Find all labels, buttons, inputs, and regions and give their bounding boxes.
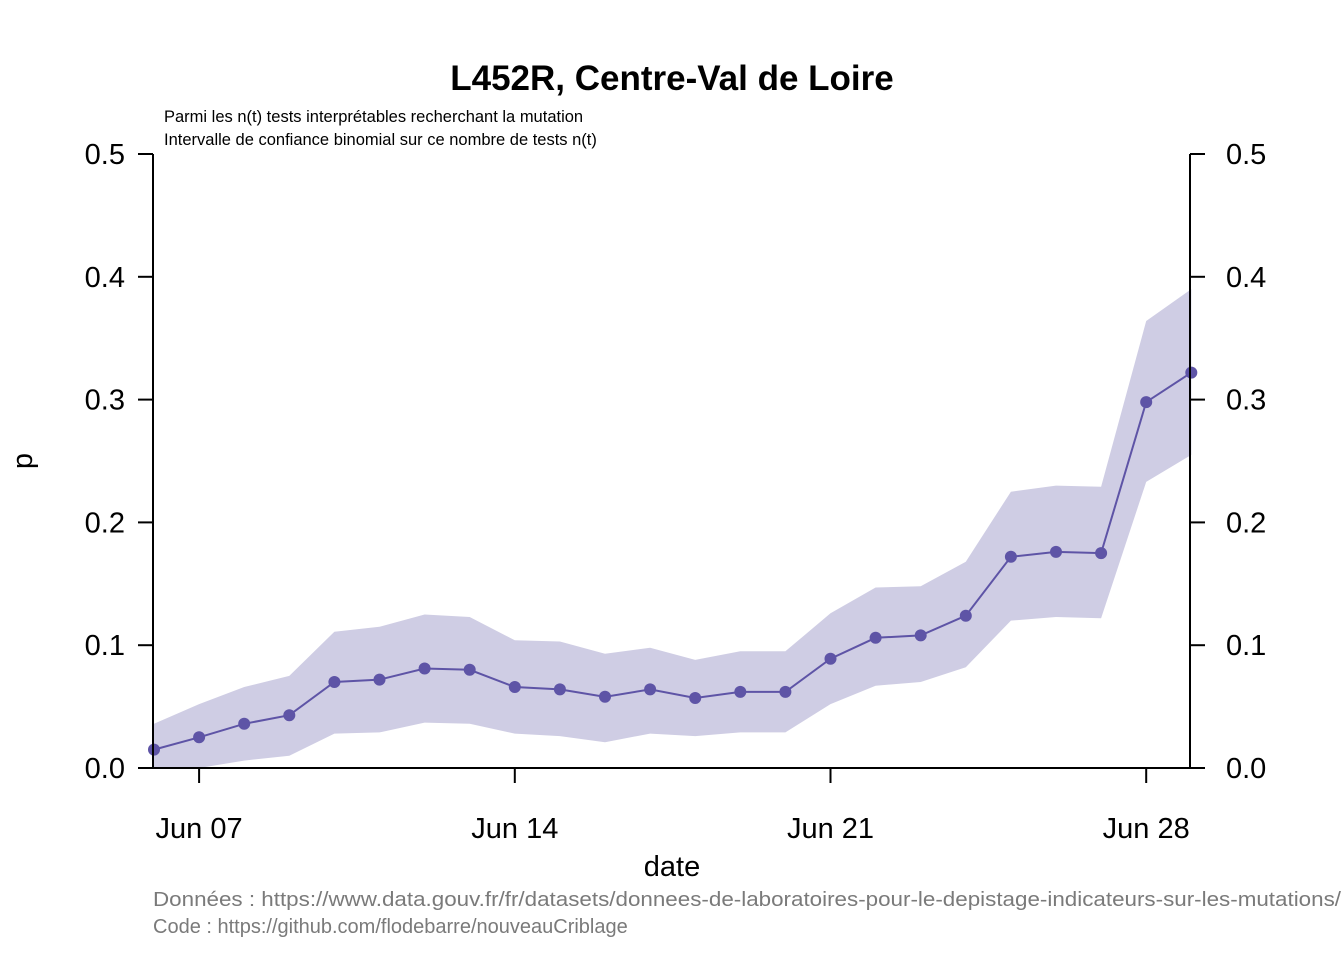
y-tick-label-right: 0.1 [1226,630,1266,662]
y-tick-label-right: 0.4 [1226,262,1266,294]
data-point [644,683,657,696]
data-point [373,673,386,686]
data-point [418,662,431,675]
x-tick-label: Jun 14 [471,813,558,845]
confidence-band [154,289,1192,768]
data-point [193,731,206,744]
data-point [508,681,521,693]
data-point [1140,396,1153,409]
data-point [734,685,747,698]
data-point [914,629,927,642]
x-tick-label: Jun 21 [787,813,874,845]
y-axis-label: p [7,453,39,469]
code-source-caption: Code : https://github.com/flodebarre/nou… [153,916,628,938]
data-point [824,652,837,665]
data-point [869,631,882,644]
data-point [959,609,972,622]
y-tick-label-left: 0.0 [85,753,125,785]
data-point [1004,550,1017,563]
data-point [1050,545,1062,558]
chart-title: L452R, Centre-Val de Loire [450,59,893,98]
data-point [238,717,251,730]
data-point [779,685,792,698]
y-tick-label-left: 0.3 [85,385,125,417]
data-point [689,692,702,704]
y-tick-label-left: 0.4 [85,262,125,294]
y-tick-label-right: 0.3 [1226,385,1266,417]
y-tick-label-left: 0.5 [85,139,125,171]
x-tick-label: Jun 28 [1103,813,1190,845]
data-point [553,683,566,696]
data-point [463,663,476,676]
data-point [1185,366,1198,379]
data-point [1095,547,1108,560]
y-tick-label-right: 0.0 [1226,753,1266,785]
data-source-caption: Données : https://www.data.gouv.fr/fr/da… [153,889,1341,911]
data-point [283,709,296,722]
y-tick-label-right: 0.5 [1226,139,1266,171]
x-tick-label: Jun 07 [156,813,243,845]
chart-subtitle-2: Intervalle de confiance binomial sur ce … [164,131,597,149]
data-point [328,676,341,688]
series-line [153,371,1192,751]
data-point [599,690,611,703]
y-tick-label-left: 0.1 [85,630,125,662]
chart-subtitle-1: Parmi les n(t) tests interprétables rech… [164,108,583,126]
x-axis-label: date [644,851,700,883]
y-tick-label-right: 0.2 [1226,507,1266,539]
y-tick-label-left: 0.2 [85,507,125,539]
